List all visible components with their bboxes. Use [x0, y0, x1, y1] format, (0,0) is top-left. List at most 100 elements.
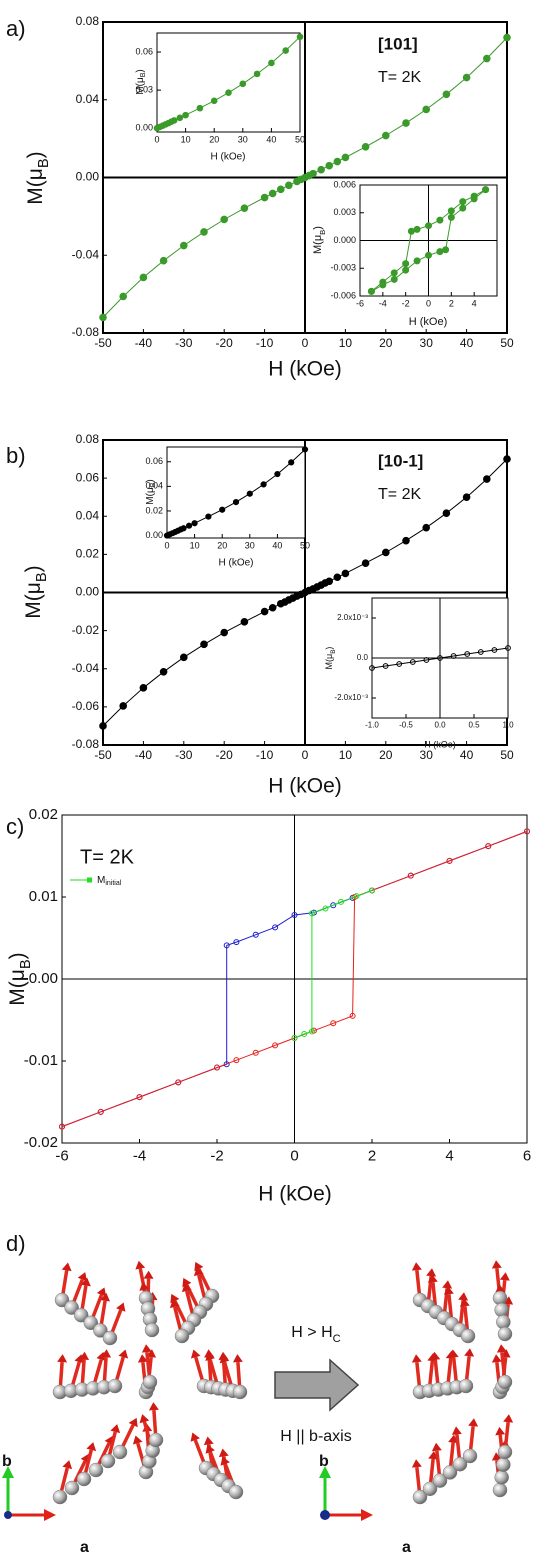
- y-tick-label: 0.08: [76, 14, 100, 28]
- y-tick-label: 0.02: [76, 547, 100, 561]
- spin-arrow-head: [499, 1272, 510, 1281]
- spin-atom: [102, 1330, 118, 1346]
- spin-chain: [135, 1260, 160, 1338]
- data-point: [175, 1079, 182, 1086]
- spin-arrow-head: [219, 1354, 230, 1364]
- data-point: [459, 198, 467, 206]
- data-point: [139, 684, 148, 692]
- y-tick-label: -0.08: [72, 325, 100, 339]
- spin-arrow-head: [128, 1417, 138, 1428]
- data-point: [503, 455, 511, 463]
- x-tick-label: 10: [190, 540, 200, 550]
- data-point: [240, 204, 249, 213]
- annotation: T= 2K: [378, 486, 421, 503]
- spin-arrow-head: [464, 1348, 475, 1357]
- data-point: [308, 910, 315, 917]
- spin-arrow-head: [495, 1426, 506, 1436]
- x-tick-label: 10: [339, 748, 353, 762]
- y-tick-label: -2.0x10⁻³: [334, 693, 368, 702]
- data-point: [402, 266, 410, 274]
- data-point: [367, 287, 375, 295]
- data-point: [409, 659, 416, 665]
- data-point: [422, 523, 431, 532]
- y-tick-label: 0.04: [145, 481, 163, 491]
- data-point: [413, 257, 421, 265]
- data-point: [436, 248, 444, 256]
- spin-atom: [494, 1302, 509, 1318]
- spin-atom: [112, 1444, 128, 1460]
- data-point: [200, 228, 208, 236]
- data-point: [341, 569, 350, 578]
- spin-atom: [412, 1489, 428, 1505]
- y-tick-label: 0.02: [29, 806, 58, 823]
- data-point: [136, 1094, 143, 1101]
- data-point: [361, 142, 370, 151]
- y-axis-label: M(μB): [324, 647, 337, 670]
- data-point: [407, 227, 415, 235]
- spin-arrow-head: [190, 1432, 200, 1442]
- data-point: [483, 54, 491, 63]
- data-point: [309, 169, 317, 178]
- data-point: [252, 1049, 259, 1056]
- y-axis-label: M(μB): [145, 479, 158, 504]
- x-tick-label: 30: [420, 748, 434, 762]
- x-tick-label: -2: [402, 298, 410, 308]
- arrow-head: [361, 1509, 373, 1521]
- x-tick-label: 40: [460, 748, 474, 762]
- spin-chain: [411, 1418, 479, 1505]
- axis-c-dot: [4, 1511, 12, 1519]
- data-point: [483, 475, 491, 483]
- spin-arrow-head: [100, 1292, 111, 1302]
- data-point: [225, 89, 232, 96]
- data-point: [450, 653, 457, 659]
- spin-chain: [54, 1262, 126, 1346]
- y-tick-label: 0.03: [135, 84, 153, 94]
- x-tick-label: -6: [356, 298, 364, 308]
- data-point: [462, 493, 471, 501]
- data-point: [210, 97, 218, 105]
- x-tick-label: 50: [295, 134, 305, 144]
- x-tick-label: 30: [245, 540, 255, 550]
- panel-label: b): [6, 443, 26, 468]
- data-point: [176, 114, 184, 122]
- data-point: [459, 204, 467, 212]
- data-point: [308, 1028, 315, 1035]
- y-tick-label: -0.04: [72, 247, 100, 261]
- x-tick-label: 0: [290, 1147, 298, 1164]
- arrow-label: H || b-axis: [280, 1428, 351, 1445]
- spin-arrow-head: [448, 1349, 459, 1358]
- x-tick-label: 6: [523, 1147, 531, 1164]
- data-point: [425, 251, 432, 259]
- x-tick-label: 4: [445, 1147, 453, 1164]
- spin-diagram: d) H > HC H || b-axis b a b a: [2, 1231, 514, 1556]
- x-axis-label: H (kOe): [409, 316, 448, 328]
- x-tick-label: 0.5: [468, 720, 480, 729]
- x-tick-label: -30: [175, 748, 193, 762]
- y-tick-label: -0.06: [72, 699, 100, 713]
- spin-chain: [132, 1402, 164, 1480]
- data-point: [325, 161, 334, 170]
- spin-atom: [422, 1481, 438, 1497]
- data-point: [291, 912, 298, 919]
- spin-arrow-head: [442, 1280, 453, 1289]
- data-point: [240, 618, 249, 626]
- data-point: [379, 281, 387, 289]
- x-tick-label: 50: [500, 336, 514, 350]
- data-point: [185, 522, 193, 529]
- spin-arrow-head: [169, 1299, 180, 1309]
- y-tick-label: 0.01: [29, 888, 58, 905]
- x-axis-label: H (kOe): [268, 358, 342, 381]
- data-point: [253, 70, 261, 78]
- y-tick-label: 0.00: [76, 585, 100, 599]
- x-tick-label: -10: [256, 336, 274, 350]
- spin-arrow-head: [181, 1283, 192, 1293]
- y-tick-label: -0.08: [72, 737, 100, 751]
- spin-arrow-head: [193, 1267, 204, 1277]
- x-tick-label: 30: [238, 134, 248, 144]
- spin-atom: [496, 1314, 511, 1330]
- annotation: [101]: [378, 34, 418, 53]
- y-axis-label: M(μB): [312, 226, 327, 254]
- data-point: [220, 628, 228, 637]
- spin-arrow-head: [495, 1284, 506, 1293]
